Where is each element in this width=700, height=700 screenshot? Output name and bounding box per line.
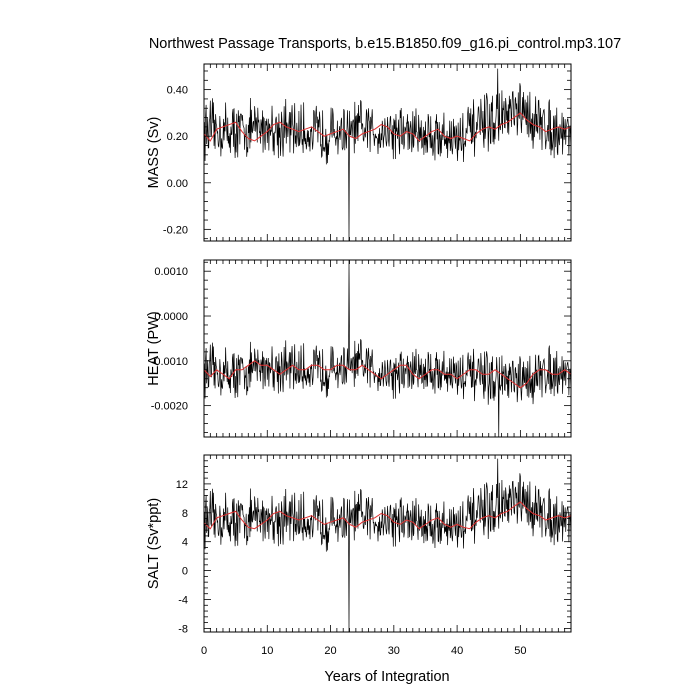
panel-frame bbox=[203, 454, 572, 633]
y-axis-label: SALT (Sv*ppt) bbox=[146, 498, 162, 589]
raw-series-line bbox=[204, 68, 571, 241]
raw-series-line bbox=[204, 260, 571, 437]
data-lines bbox=[204, 68, 571, 241]
y-tick-label: -4 bbox=[178, 594, 188, 606]
y-axis-label: HEAT (PW) bbox=[146, 311, 162, 385]
raw-series-line bbox=[204, 458, 571, 632]
data-lines bbox=[204, 260, 571, 437]
panel-1: -0.20 0.00 0.20 0.40 MASS (Sv) bbox=[146, 63, 572, 242]
x-tick-label: 0 bbox=[201, 645, 207, 657]
y-tick-label: -0.20 bbox=[163, 224, 188, 236]
data-lines bbox=[204, 458, 571, 632]
y-tick-label: 0 bbox=[182, 566, 188, 578]
y-tick-label: -8 bbox=[178, 623, 188, 635]
x-tick-label: 20 bbox=[324, 645, 336, 657]
y-tick-label: 4 bbox=[182, 537, 188, 549]
smoothed-series-line bbox=[204, 112, 571, 142]
y-tick-label: 0.40 bbox=[167, 85, 188, 97]
panel-frame bbox=[203, 63, 572, 242]
panel-3: -8 -4 0 4 8 12 SALT (Sv*ppt) 0 10 20 30 40 50 bbox=[146, 454, 572, 657]
chart-title: Northwest Passage Transports, b.e15.B185… bbox=[149, 36, 621, 52]
y-tick-label: 0.00 bbox=[167, 178, 188, 190]
y-tick-label: 12 bbox=[176, 479, 188, 491]
panel-2: -0.0020 -0.0010 0.0000 0.0010 HEAT (PW) bbox=[146, 259, 572, 438]
y-tick-label: 0.0010 bbox=[154, 266, 188, 278]
smoothed-series-line bbox=[204, 501, 571, 530]
x-tick-label: 40 bbox=[451, 645, 463, 657]
y-tick-label: 8 bbox=[182, 508, 188, 520]
y-tick-label: -0.0020 bbox=[151, 401, 188, 413]
panel-frame bbox=[203, 259, 572, 438]
y-axis-label: MASS (Sv) bbox=[146, 117, 162, 189]
x-tick-label: 30 bbox=[388, 645, 400, 657]
x-tick-label: 10 bbox=[261, 645, 273, 657]
panels: -0.20 0.00 0.20 0.40 MASS (Sv) -0.0020 -0.0010… bbox=[146, 63, 572, 657]
y-tick-label: 0.20 bbox=[167, 131, 188, 143]
smoothed-series-line bbox=[204, 360, 571, 389]
y-tick-label: -0.0010 bbox=[151, 356, 188, 368]
y-tick-label: 0.0000 bbox=[154, 311, 188, 323]
x-tick-label: 50 bbox=[514, 645, 526, 657]
x-axis-label: Years of Integration bbox=[324, 669, 449, 685]
